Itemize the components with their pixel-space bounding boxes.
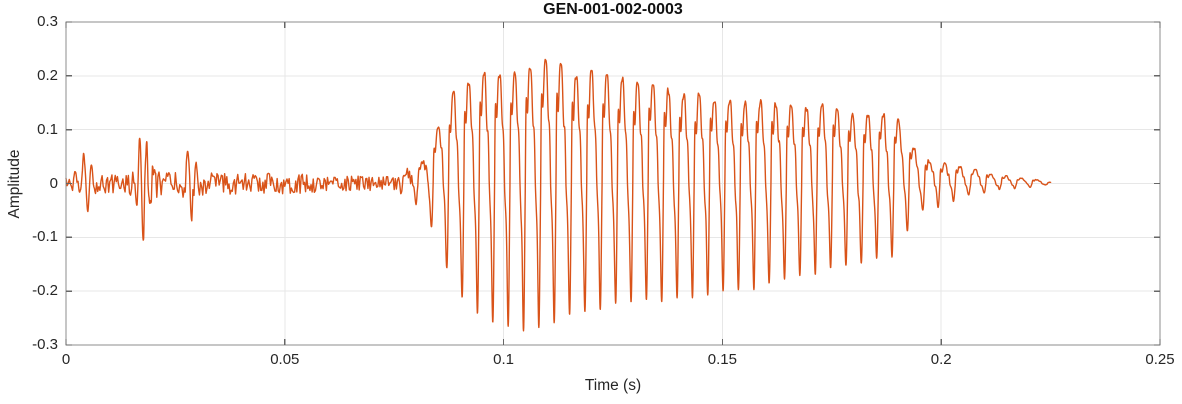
y-tick-label: 0.2 — [37, 66, 58, 84]
y-tick-label: -0.1 — [32, 228, 58, 246]
chart-title: GEN-001-002-0003 — [543, 1, 683, 18]
y-tick-label: -0.2 — [32, 282, 58, 300]
y-tick-label: -0.3 — [32, 336, 58, 353]
y-tick-label: 0 — [49, 174, 58, 192]
y-tick-label: 0.1 — [37, 120, 58, 138]
waveform-line — [65, 58, 1052, 332]
x-tick-label: 0.2 — [930, 351, 952, 368]
x-tick-label: 0.25 — [1145, 351, 1175, 368]
x-tick-label: 0.15 — [707, 351, 737, 368]
y-tick-label: 0.3 — [37, 13, 58, 30]
x-tick-label: 0.05 — [270, 351, 300, 368]
x-axis-label: Time (s) — [584, 377, 642, 394]
x-tick-label: 0.1 — [493, 351, 515, 368]
x-tick-label: 0 — [61, 351, 71, 368]
